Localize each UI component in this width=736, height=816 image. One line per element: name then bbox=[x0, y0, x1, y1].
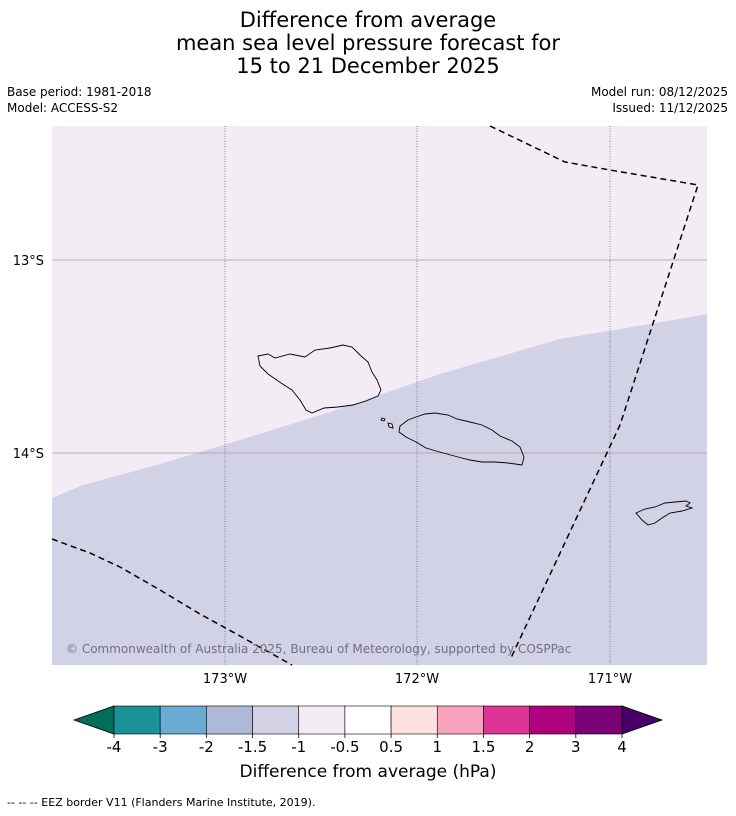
issued-date: Issued: 11/12/2025 bbox=[612, 101, 728, 115]
title-line-1: Difference from average bbox=[239, 8, 497, 32]
colorbar-tick-label-9: 2 bbox=[525, 738, 535, 756]
meta-right: Model run: 08/12/2025 Issued: 11/12/2025 bbox=[591, 84, 728, 116]
title-line-3: 15 to 21 December 2025 bbox=[236, 54, 500, 78]
eez-border-southwest bbox=[51, 538, 293, 666]
model-run: Model run: 08/12/2025 bbox=[590, 85, 728, 99]
footer-note: -- -- -- EEZ border V11 (Flanders Marine… bbox=[7, 796, 316, 809]
colorbar-bin-7 bbox=[436, 705, 484, 735]
lat-label-14s: 14°S bbox=[13, 447, 44, 462]
colorbar-tick-label-11: 4 bbox=[617, 738, 627, 756]
colorbar-bin-0 bbox=[113, 705, 161, 735]
colorbar-bin-4 bbox=[298, 705, 346, 735]
lon-label-172w: 172°W bbox=[395, 672, 439, 687]
colorbar-label: Difference from average (hPa) bbox=[239, 762, 497, 782]
lon-label-173w: 173°W bbox=[203, 672, 247, 687]
copyright-notice: © Commonwealth of Australia 2025, Bureau… bbox=[66, 642, 571, 656]
colorbar-tick-label-1: -3 bbox=[153, 738, 168, 756]
meta-left: Base period: 1981-2018 Model: ACCESS-S2 bbox=[7, 84, 152, 116]
colorbar-bin-6 bbox=[390, 705, 438, 735]
colorbar-bin-3 bbox=[252, 705, 300, 735]
island-upolu bbox=[398, 412, 525, 466]
map-figure: © Commonwealth of Australia 2025, Bureau… bbox=[13, 125, 707, 756]
colorbar-tick-label-8: 1.5 bbox=[472, 738, 496, 756]
island-tutuila bbox=[635, 500, 694, 526]
colorbar-tick-label-7: 1 bbox=[432, 738, 442, 756]
base-period: Base period: 1981-2018 bbox=[7, 85, 152, 99]
colorbar-tick-label-4: -1 bbox=[291, 738, 306, 756]
colorbar-bin-10 bbox=[575, 705, 623, 735]
colorbar-tick-label-0: -4 bbox=[107, 738, 122, 756]
colorbar-bin-8 bbox=[483, 705, 530, 735]
lon-label-171w: 171°W bbox=[588, 672, 632, 687]
colorbar: -4 -3 -2 -1.5 -1 -0.5 0.5 1 1.5 2 3 4 bbox=[72, 705, 664, 756]
colorbar-tick-label-3: -1.5 bbox=[238, 738, 267, 756]
colorbar-tick-label-10: 3 bbox=[571, 738, 581, 756]
colorbar-tick-label-6: 0.5 bbox=[379, 738, 403, 756]
colorbar-bin-2 bbox=[206, 705, 253, 735]
colorbar-tick-label-5: -0.5 bbox=[330, 738, 359, 756]
lower-anomaly-region bbox=[52, 314, 707, 665]
colorbar-bin-1 bbox=[159, 705, 207, 735]
eez-border-north bbox=[489, 125, 699, 661]
lat-label-13s: 13°S bbox=[13, 254, 44, 269]
island-savaii bbox=[257, 344, 382, 414]
colorbar-bin-9 bbox=[529, 705, 577, 735]
model-name: Model: ACCESS-S2 bbox=[7, 101, 119, 115]
colorbar-under-triangle bbox=[72, 705, 115, 735]
colorbar-bin-5 bbox=[344, 705, 392, 735]
island-manono bbox=[387, 422, 394, 429]
island-apolima bbox=[380, 417, 386, 422]
map-panel bbox=[51, 125, 707, 666]
title-line-2: mean sea level pressure forecast for bbox=[175, 31, 561, 55]
colorbar-tick-label-2: -2 bbox=[199, 738, 214, 756]
colorbar-over-triangle bbox=[621, 705, 664, 735]
